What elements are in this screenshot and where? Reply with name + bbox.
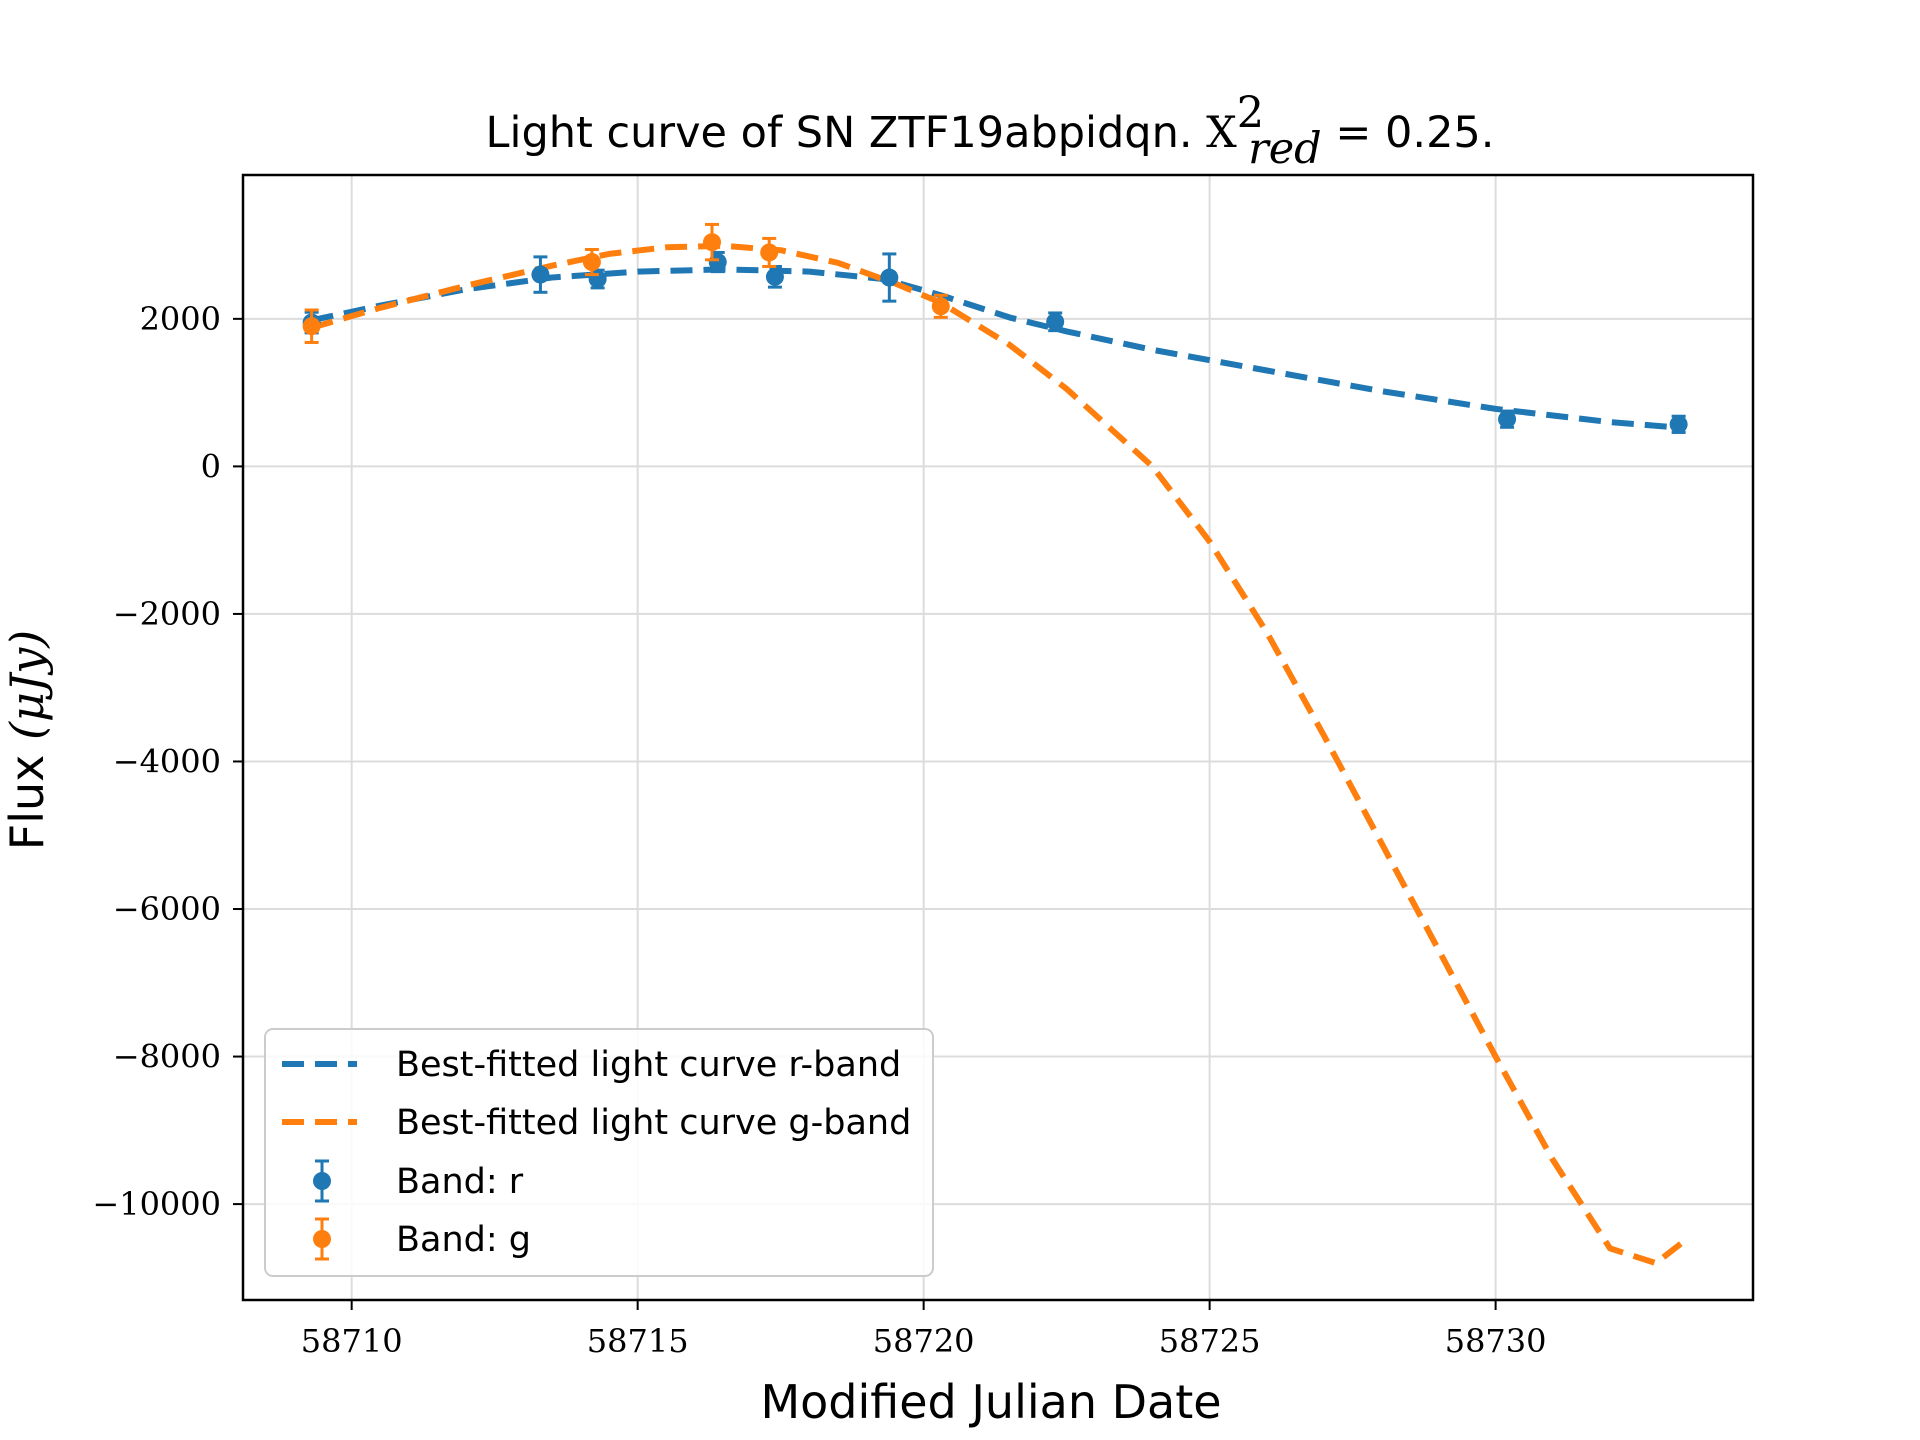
legend-marker-swatch (313, 1230, 331, 1248)
y-axis-label: Flux (μJy) (0, 630, 54, 850)
y-tick-label: −10000 (92, 1185, 221, 1223)
data-point-g (931, 293, 950, 319)
title-prefix: Light curve of SN ZTF19abpidqn. (486, 108, 1207, 158)
marker (880, 268, 899, 287)
title-value: = 0.25. (1322, 108, 1495, 158)
data-point-g (582, 248, 601, 277)
legend-label: Best-fitted light curve r-band (396, 1045, 901, 1085)
marker (582, 253, 601, 272)
marker (1046, 312, 1065, 331)
x-tick-label: 58720 (873, 1322, 975, 1360)
y-tick-label: −4000 (113, 742, 221, 780)
chi-superscript: 2 (1237, 88, 1264, 138)
fit-line-r (310, 266, 1685, 431)
plot-area (302, 222, 1688, 1267)
marker (302, 317, 321, 336)
x-tick-label: 58715 (587, 1322, 689, 1360)
chart-title: Light curve of SN ZTF19abpidqn. X2 red = … (486, 88, 1495, 174)
y-tick-label: −6000 (113, 890, 221, 928)
plot-frame (241, 173, 1755, 1302)
marker (1498, 410, 1517, 429)
marker (765, 267, 784, 286)
legend-entry: Best-fitted light curve r-band (282, 1045, 901, 1085)
fit-line-g (310, 242, 1687, 1267)
legend-entry: Band: r (313, 1159, 524, 1203)
chi-symbol: X (1206, 108, 1237, 158)
marker (931, 297, 950, 316)
data-point-g (302, 308, 321, 344)
y-tick-label: −2000 (113, 595, 221, 633)
data-point-r (531, 255, 550, 294)
y-tick-label: 0 (201, 447, 221, 485)
legend: Best-fitted light curve r-band Best-fitte… (264, 1028, 934, 1277)
marker (703, 233, 722, 252)
legend-label: Best-fitted light curve g-band (396, 1103, 911, 1143)
legend-entry: Best-fitted light curve g-band (282, 1103, 911, 1143)
data-point-g (760, 236, 779, 268)
legend-label: Band: g (396, 1220, 531, 1260)
axis-ticks: 58710 58715 58720 58725 58730 2000 0 −2000 −4000… (92, 300, 1546, 1360)
data-point-r (1046, 311, 1065, 333)
legend-label: Band: r (396, 1162, 524, 1202)
marker (1669, 415, 1688, 434)
data-point-r (1498, 409, 1517, 429)
y-axis-label-unit: (μJy) (0, 630, 54, 740)
y-tick-label: 2000 (140, 300, 221, 338)
legend-marker-swatch (313, 1172, 331, 1190)
x-tick-label: 58725 (1159, 1322, 1261, 1360)
data-point-r (1669, 414, 1688, 434)
data-point-g (703, 222, 722, 262)
y-tick-label: −8000 (113, 1038, 221, 1076)
data-point-r (880, 252, 899, 303)
marker (531, 265, 550, 284)
y-axis-label-text: Flux (0, 740, 54, 850)
x-axis-label: Modified Julian Date (760, 1375, 1221, 1429)
x-tick-label: 58730 (1445, 1322, 1547, 1360)
chi-subscript: red (1248, 124, 1322, 174)
x-tick-label: 58710 (301, 1322, 403, 1360)
legend-entry: Band: g (313, 1217, 531, 1261)
legend-box (264, 1028, 934, 1277)
marker (760, 243, 779, 262)
